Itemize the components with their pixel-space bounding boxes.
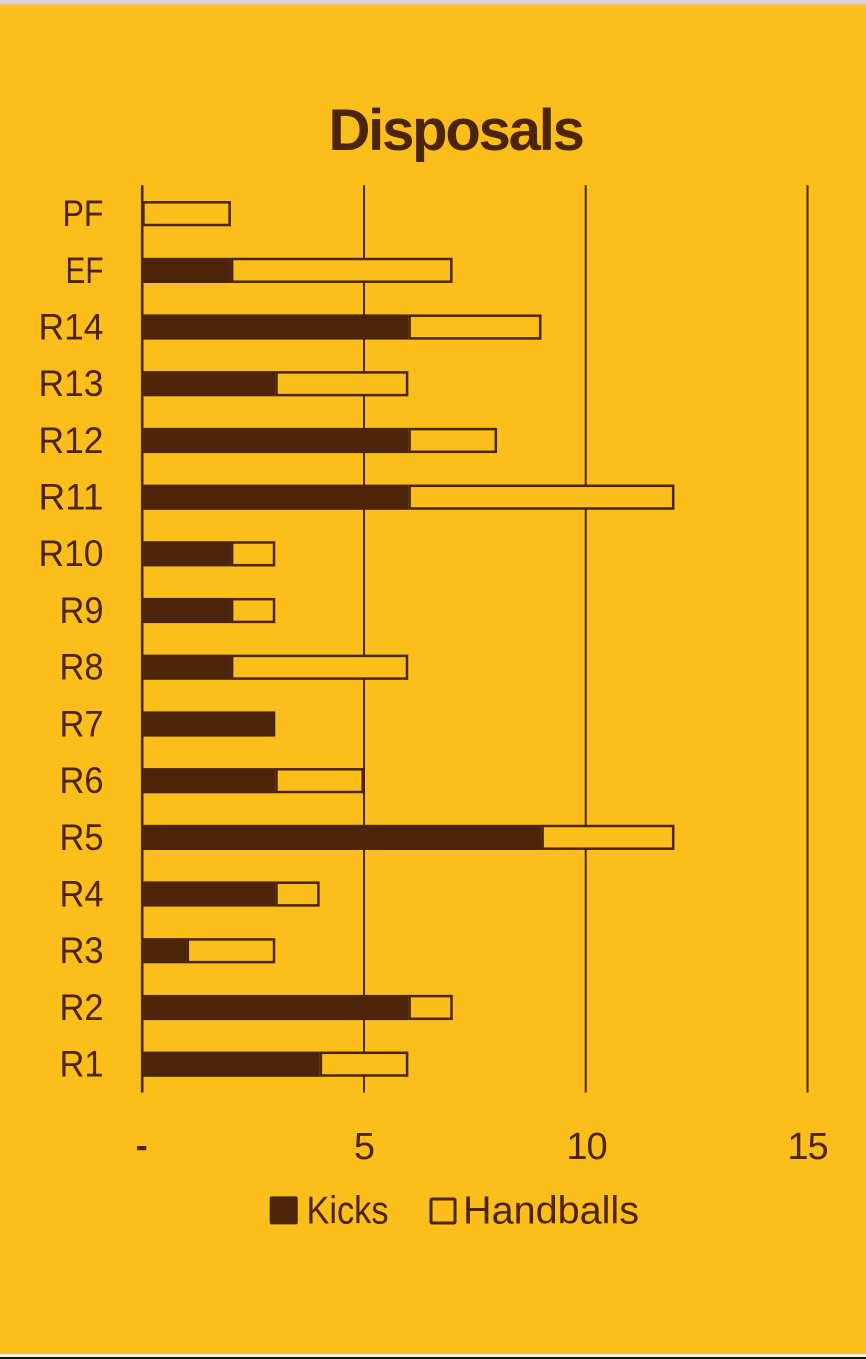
svg-text:Kicks: Kicks bbox=[307, 1190, 389, 1233]
svg-text:Handballs: Handballs bbox=[463, 1190, 639, 1233]
svg-text:R13: R13 bbox=[39, 362, 104, 404]
svg-text:R14: R14 bbox=[39, 305, 104, 347]
svg-text:R4: R4 bbox=[60, 872, 104, 914]
svg-text:R10: R10 bbox=[39, 532, 104, 574]
svg-text:R1: R1 bbox=[60, 1043, 104, 1085]
svg-text:Disposals: Disposals bbox=[328, 98, 582, 163]
svg-text:R11: R11 bbox=[39, 476, 104, 518]
svg-text:R3: R3 bbox=[60, 929, 104, 971]
svg-text:PF: PF bbox=[63, 192, 104, 234]
svg-text:R9: R9 bbox=[60, 589, 104, 631]
svg-text:10: 10 bbox=[566, 1126, 606, 1168]
svg-text:R2: R2 bbox=[60, 986, 104, 1028]
svg-text:R8: R8 bbox=[60, 646, 104, 688]
svg-text:R5: R5 bbox=[60, 816, 104, 858]
svg-text:15: 15 bbox=[787, 1126, 827, 1168]
svg-text:5: 5 bbox=[354, 1126, 374, 1168]
svg-text:R6: R6 bbox=[60, 759, 104, 801]
svg-text:EF: EF bbox=[66, 249, 104, 291]
svg-text:R12: R12 bbox=[39, 419, 104, 461]
svg-text:R7: R7 bbox=[60, 702, 104, 744]
